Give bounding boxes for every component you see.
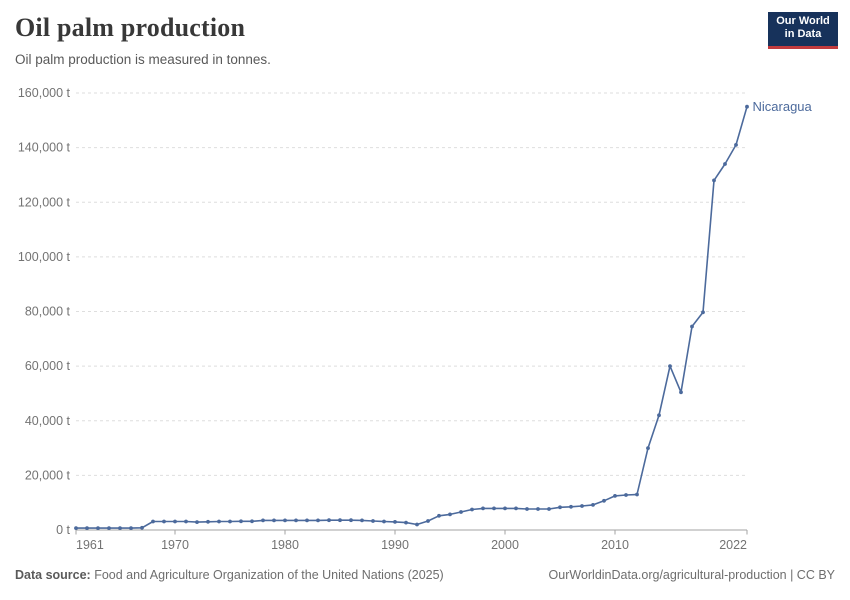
entity-label[interactable]: Nicaragua bbox=[753, 99, 813, 114]
data-point[interactable] bbox=[393, 520, 397, 524]
data-point[interactable] bbox=[624, 493, 628, 497]
logo-red-bar bbox=[768, 46, 838, 49]
data-point[interactable] bbox=[690, 324, 694, 329]
data-point[interactable] bbox=[657, 413, 661, 418]
data-source-line: Data source: Food and Agriculture Organi… bbox=[15, 568, 444, 582]
data-point[interactable] bbox=[217, 519, 221, 524]
data-point[interactable] bbox=[195, 520, 199, 524]
data-point[interactable] bbox=[371, 519, 375, 523]
y-tick-label: 40,000 t bbox=[25, 414, 71, 428]
x-tick-label: 1970 bbox=[161, 538, 189, 552]
y-tick-label: 80,000 t bbox=[25, 305, 71, 319]
data-point[interactable] bbox=[206, 519, 210, 524]
data-point[interactable] bbox=[338, 518, 342, 523]
data-point[interactable] bbox=[503, 506, 507, 511]
data-point[interactable] bbox=[415, 522, 419, 527]
data-line[interactable] bbox=[76, 106, 748, 529]
data-point[interactable] bbox=[404, 520, 408, 525]
data-point[interactable] bbox=[162, 519, 166, 524]
data-point[interactable] bbox=[250, 519, 254, 524]
data-point[interactable] bbox=[547, 507, 551, 511]
x-tick-label: 2000 bbox=[491, 538, 519, 552]
data-point[interactable] bbox=[701, 310, 705, 315]
data-point[interactable] bbox=[635, 492, 639, 497]
logo-line-1: Our World bbox=[776, 15, 830, 27]
data-source-text: Food and Agriculture Organization of the… bbox=[90, 568, 444, 582]
data-point[interactable] bbox=[74, 526, 78, 530]
y-tick-label: 160,000 t bbox=[18, 86, 71, 100]
y-tick-label: 20,000 t bbox=[25, 468, 71, 482]
y-tick-label: 0 t bbox=[56, 523, 70, 537]
data-point[interactable] bbox=[272, 518, 276, 523]
logo-line-2: in Data bbox=[784, 28, 822, 40]
data-point[interactable] bbox=[228, 519, 232, 524]
data-point[interactable] bbox=[448, 512, 452, 517]
data-point[interactable] bbox=[118, 526, 122, 530]
data-point[interactable] bbox=[437, 513, 441, 518]
x-tick-label: 1961 bbox=[76, 538, 104, 552]
data-point[interactable] bbox=[712, 178, 716, 183]
data-point[interactable] bbox=[85, 526, 89, 530]
data-point[interactable] bbox=[580, 504, 584, 508]
data-point[interactable] bbox=[426, 519, 430, 523]
data-point[interactable] bbox=[316, 518, 320, 523]
data-source-label: Data source: bbox=[15, 568, 91, 582]
data-point[interactable] bbox=[129, 526, 133, 530]
data-point[interactable] bbox=[283, 518, 287, 523]
chart-footer: Data source: Food and Agriculture Organi… bbox=[15, 568, 835, 582]
data-point[interactable] bbox=[745, 104, 749, 109]
x-tick-label: 1980 bbox=[271, 538, 299, 552]
data-point[interactable] bbox=[679, 390, 683, 395]
data-point[interactable] bbox=[239, 519, 243, 524]
data-point[interactable] bbox=[470, 507, 474, 512]
data-point[interactable] bbox=[646, 446, 650, 450]
y-tick-label: 60,000 t bbox=[25, 359, 71, 373]
data-point[interactable] bbox=[459, 510, 463, 514]
data-point[interactable] bbox=[261, 518, 265, 523]
data-point[interactable] bbox=[734, 143, 738, 147]
data-point[interactable] bbox=[492, 506, 496, 511]
data-point[interactable] bbox=[305, 518, 309, 523]
y-tick-label: 120,000 t bbox=[18, 195, 71, 209]
data-point[interactable] bbox=[140, 525, 144, 530]
x-tick-label: 1990 bbox=[381, 538, 409, 552]
data-point[interactable] bbox=[184, 519, 188, 524]
x-tick-label: 2022 bbox=[719, 538, 747, 552]
data-point[interactable] bbox=[591, 503, 595, 507]
x-tick-label: 2010 bbox=[601, 538, 629, 552]
y-tick-label: 100,000 t bbox=[18, 250, 71, 264]
data-point[interactable] bbox=[173, 519, 177, 524]
data-point[interactable] bbox=[481, 506, 485, 511]
y-tick-label: 140,000 t bbox=[18, 141, 71, 155]
data-point[interactable] bbox=[723, 162, 727, 166]
data-point[interactable] bbox=[107, 526, 111, 530]
data-point[interactable] bbox=[558, 505, 562, 510]
data-point[interactable] bbox=[360, 518, 364, 523]
data-point[interactable] bbox=[514, 506, 518, 511]
data-point[interactable] bbox=[569, 504, 573, 509]
data-point[interactable] bbox=[382, 519, 386, 524]
page-title: Oil palm production bbox=[15, 13, 246, 42]
data-point[interactable] bbox=[327, 518, 331, 523]
footer-link[interactable]: OurWorldinData.org/agricultural-producti… bbox=[548, 568, 835, 582]
data-point[interactable] bbox=[536, 507, 540, 511]
data-point[interactable] bbox=[294, 518, 298, 523]
data-point[interactable] bbox=[613, 494, 617, 498]
data-point[interactable] bbox=[151, 519, 155, 524]
data-point[interactable] bbox=[96, 526, 100, 530]
data-point[interactable] bbox=[668, 364, 672, 368]
owid-logo[interactable]: Our World in Data bbox=[768, 12, 838, 49]
page-subtitle: Oil palm production is measured in tonne… bbox=[15, 52, 271, 67]
data-point[interactable] bbox=[525, 507, 529, 511]
data-point[interactable] bbox=[602, 498, 606, 503]
data-point[interactable] bbox=[349, 518, 353, 523]
